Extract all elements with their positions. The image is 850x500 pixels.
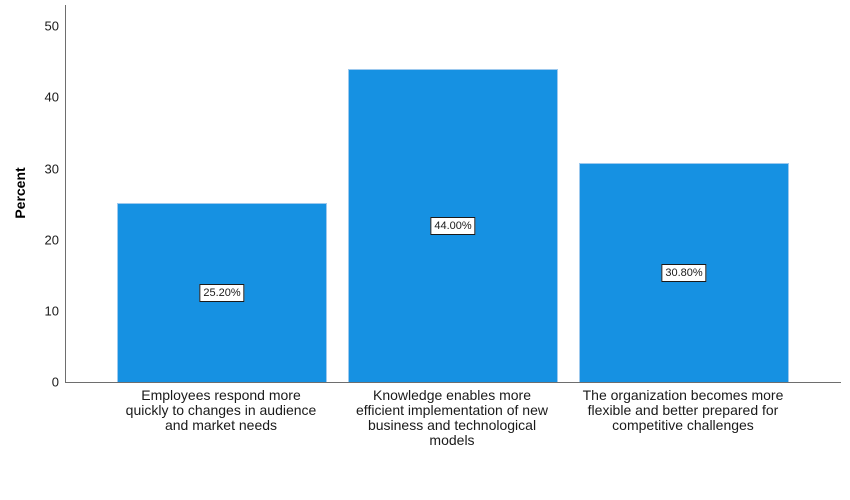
- bar-value-label: 25.20%: [199, 284, 245, 302]
- bar: 30.80%: [579, 163, 789, 382]
- bar-value-label: 30.80%: [661, 264, 707, 282]
- plot-area: 25.20% 44.00% 30.80%: [65, 5, 841, 383]
- y-tick-label: 50: [44, 18, 59, 34]
- y-tick-label: 0: [51, 374, 59, 390]
- bar: 44.00%: [348, 69, 558, 382]
- y-tick-label: 30: [44, 161, 59, 177]
- bar: 25.20%: [117, 203, 327, 382]
- y-tick-label: 10: [44, 303, 59, 319]
- y-tick-label: 20: [44, 232, 59, 248]
- x-category-label: The organization becomes more flexible a…: [582, 387, 784, 433]
- bar-value-label: 44.00%: [430, 217, 476, 235]
- x-category-label: Employees respond more quickly to change…: [125, 387, 317, 433]
- y-tick-label: 40: [44, 89, 59, 105]
- x-category-label: Knowledge enables more efficient impleme…: [356, 387, 548, 448]
